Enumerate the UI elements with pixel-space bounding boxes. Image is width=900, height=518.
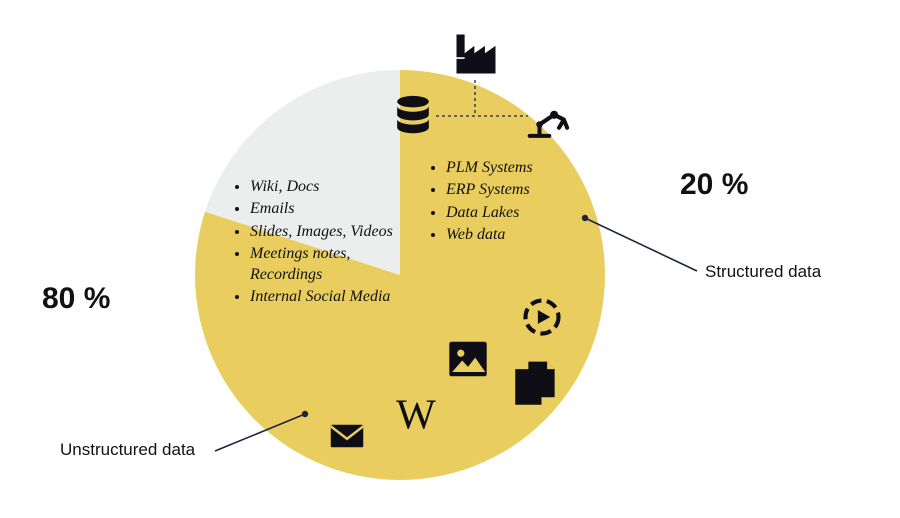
label-unstructured: Unstructured data <box>60 440 195 460</box>
list-item: PLM Systems <box>446 158 596 178</box>
label-structured: Structured data <box>705 262 821 282</box>
list-item: Data Lakes <box>446 203 596 223</box>
list-item: Web data <box>446 225 596 245</box>
database-icon <box>390 93 436 139</box>
factory-icon <box>450 28 502 80</box>
robot-arm-icon <box>520 92 572 144</box>
svg-text:W: W <box>396 392 436 438</box>
percent-unstructured: 80 % <box>42 282 110 316</box>
list-item: Wiki, Docs <box>250 177 420 197</box>
list-item: Emails <box>250 199 420 219</box>
list-structured: PLM SystemsERP Systems Data LakesWeb data <box>428 158 596 248</box>
list-item: Internal Social Media <box>250 287 420 307</box>
play-dashed-icon <box>520 295 564 339</box>
wikipedia-icon: W <box>388 388 444 444</box>
documents-icon <box>504 356 564 416</box>
list-item: Meetings notes, Recordings <box>250 244 420 285</box>
leader-dot-unstructured <box>302 411 308 417</box>
list-item: Slides, Images, Videos <box>250 222 420 242</box>
image-icon <box>445 336 491 382</box>
envelope-icon <box>327 416 367 456</box>
list-item: ERP Systems <box>446 180 596 200</box>
list-unstructured: Wiki, DocsEmails Slides, Images, VideosMe… <box>232 177 420 310</box>
percent-structured: 20 % <box>680 168 748 202</box>
